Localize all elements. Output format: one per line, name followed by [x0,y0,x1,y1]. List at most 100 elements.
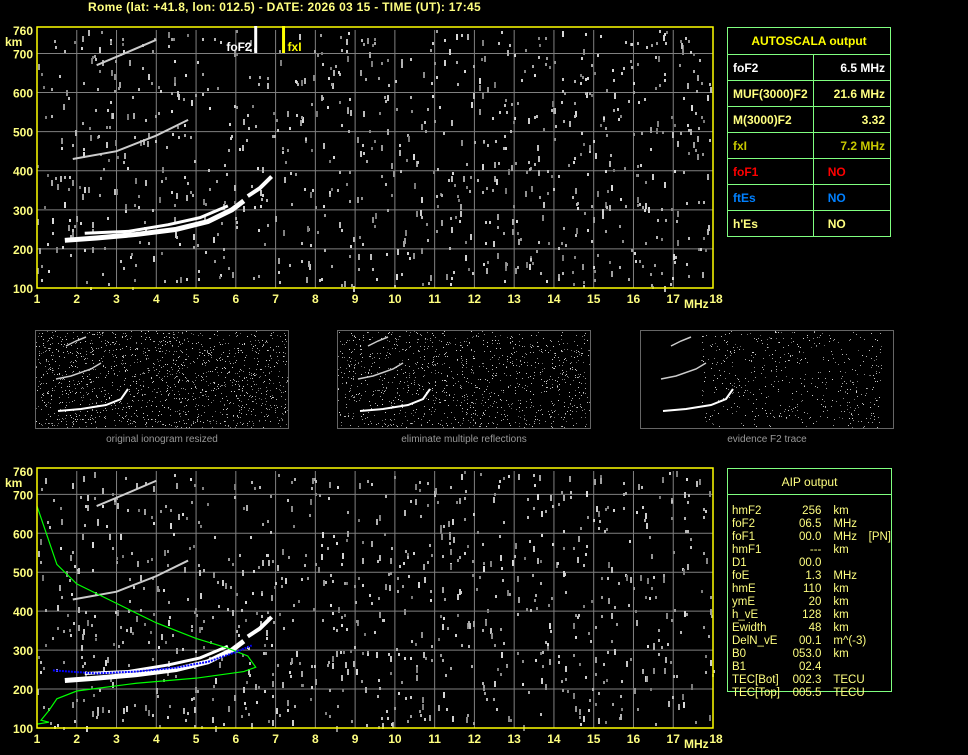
aip-param: D1 [732,557,747,569]
noise-echo [707,229,709,235]
thumbnail-noise [115,343,116,344]
thumbnail-noise [77,384,78,385]
noise-echo [483,263,485,266]
thumbnail-noise [793,408,794,409]
thumbnail-noise [135,422,136,423]
thumbnail-noise [196,388,197,389]
noise-echo [138,509,140,512]
noise-echo [176,648,178,654]
noise-echo [573,161,575,164]
thumbnail-noise [836,401,837,402]
thumbnail-noise [263,382,264,383]
thumbnail-noise [135,349,136,350]
noise-echo [239,148,241,151]
thumbnail-noise [220,344,221,345]
thumbnail-noise [724,361,725,362]
noise-echo [342,553,344,559]
thumbnail-noise [242,390,243,391]
thumbnail-noise [163,340,164,341]
thumbnail-noise [881,346,882,347]
thumbnail-noise [842,376,843,377]
thumbnail-noise [387,340,388,341]
thumbnail-noise [167,385,168,386]
thumbnail-noise [157,333,158,334]
thumbnail-noise [734,386,735,387]
noise-echo [119,82,121,88]
noise-echo [555,125,557,128]
thumbnail-noise [46,383,47,384]
thumbnail-noise [813,423,814,424]
thumbnail-noise [270,335,271,336]
thumbnail-noise [120,386,121,387]
thumbnail-noise [585,378,586,379]
thumbnail-noise [473,372,474,373]
noise-echo [450,549,452,555]
thumbnail-noise [565,413,566,414]
thumbnail-noise [212,416,213,417]
thumbnail-noise [751,361,752,362]
thumbnail-noise [211,390,212,391]
thumbnail-noise [394,419,395,420]
noise-echo [95,638,97,641]
thumbnail-noise [731,407,732,408]
thumbnail-noise [524,427,525,428]
thumbnail-noise [148,368,149,369]
thumbnail-noise [525,353,526,354]
thumbnail-noise [185,359,186,360]
thumbnail-noise [873,375,874,376]
noise-echo [83,82,85,85]
thumbnail-noise [59,374,60,375]
thumbnail-noise [69,390,70,391]
noise-echo [691,105,693,111]
noise-echo [161,252,163,255]
thumbnail-noise [227,414,228,415]
thumbnail-noise [133,401,134,402]
noise-echo [574,115,576,118]
thumbnail-noise [500,335,501,336]
noise-echo [524,70,526,73]
noise-echo [473,65,475,68]
thumbnail-noise [163,424,164,425]
thumbnail-noise [812,378,813,379]
noise-echo [527,498,529,501]
noise-echo [662,131,664,134]
thumbnail-noise [783,338,784,339]
thumbnail-noise [249,421,250,422]
echo-trace [96,38,157,67]
thumbnail-noise [83,388,84,389]
x-tick-label: 5 [193,732,200,746]
noise-echo [453,271,455,274]
noise-echo [573,547,575,550]
thumbnail-noise [346,368,347,369]
thumbnail-noise [792,399,793,400]
thumbnail-noise [581,348,582,349]
noise-echo [626,575,628,581]
noise-echo [482,543,484,546]
thumbnail-noise [195,380,196,381]
noise-echo [362,652,364,655]
thumbnail-noise [184,340,185,341]
thumbnail-noise [433,335,434,336]
noise-echo [534,163,536,166]
noise-echo [38,64,40,70]
noise-echo [236,221,238,224]
thumbnail-noise [126,369,127,370]
thumbnail-noise [825,407,826,408]
thumbnail-noise [106,375,107,376]
noise-echo [598,511,600,517]
noise-echo [429,715,431,721]
thumbnail-noise [470,422,471,423]
autoscala-label: fxI [727,132,814,159]
thumbnail-noise [123,356,124,357]
thumbnail-noise [519,334,520,335]
noise-echo [331,188,333,191]
thumbnail-noise [500,348,501,349]
thumbnail-noise [97,332,98,333]
noise-echo [483,566,485,572]
thumbnail-noise [464,400,465,401]
noise-echo [261,591,263,594]
thumbnail-noise [182,352,183,353]
noise-echo [333,627,335,630]
thumbnail-noise [62,418,63,419]
noise-echo [191,100,193,106]
